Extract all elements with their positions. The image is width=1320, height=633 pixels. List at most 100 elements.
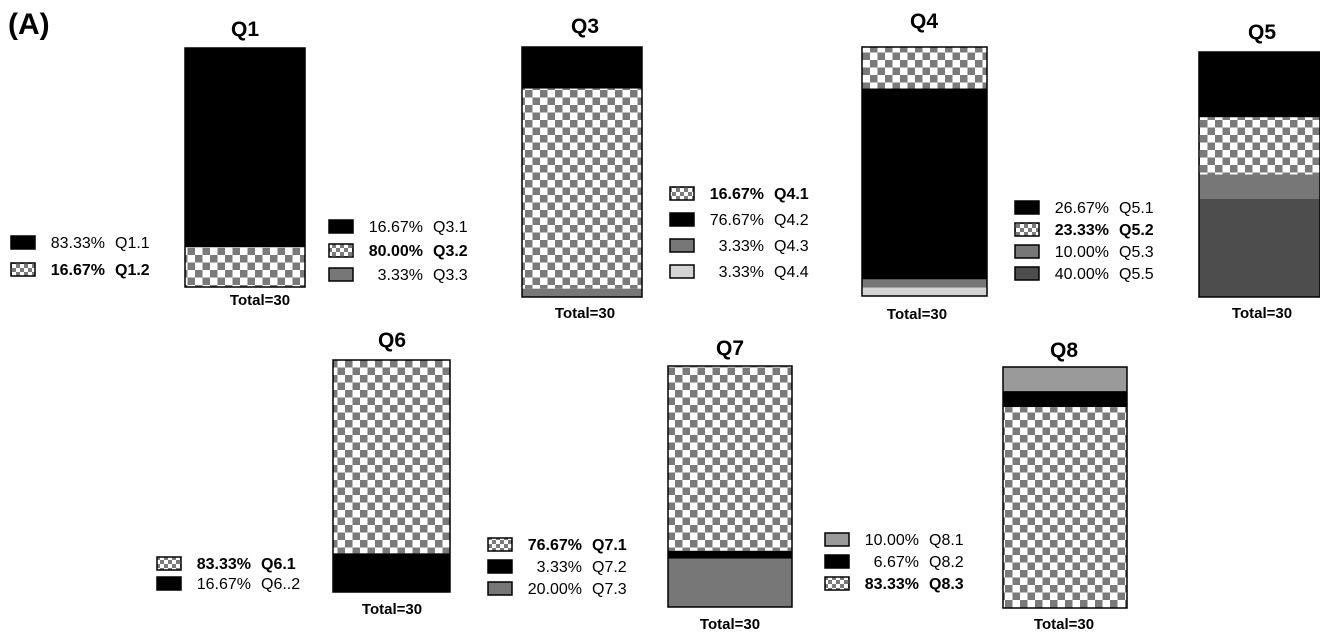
legend-percent: 80.00% [369, 243, 423, 260]
legend-swatch [1014, 244, 1040, 259]
legend-percent: 16.67% [197, 576, 251, 593]
bar-segment-q5-3 [1199, 174, 1320, 199]
legend-percent: 10.00% [865, 532, 919, 549]
legend-series-name: Q4.1 [774, 186, 809, 203]
legend-swatch [487, 581, 513, 596]
legend-swatch [1014, 222, 1040, 237]
legend-series-name: Q3.3 [433, 267, 468, 284]
bar-segment-q5-1 [1199, 52, 1320, 118]
total-label: Total=30 [230, 292, 290, 309]
legend-percent: 23.33% [1055, 222, 1109, 239]
bar-segment-q7-3 [668, 558, 792, 607]
bar-outline [184, 47, 306, 288]
chart-q3: Q3 Total=30 16.67% Q3.1 80.00% Q3.2 3.33% Q3.3 [328, 15, 643, 322]
legend-swatch [487, 537, 513, 552]
chart-q6: Q6 Total=30 83.33% Q6.1 16.67% Q6..2 [156, 329, 451, 618]
legend-series-name: Q4.3 [774, 238, 809, 255]
legend-swatch [10, 235, 36, 250]
legend-series-name: Q8.2 [929, 554, 964, 571]
legend-swatch [487, 559, 513, 574]
bar-segment-q4-4 [862, 287, 987, 296]
chart-q1: Q1 Total=30 83.33% Q1.1 16.67% Q1.2 [10, 18, 306, 309]
bar-segment-q7-1 [668, 366, 792, 551]
legend-series-name: Q8.1 [929, 532, 964, 549]
legend-series-name: Q1.2 [115, 262, 150, 279]
legend-swatch [669, 264, 695, 279]
bar-segment-q6-1 [333, 360, 450, 554]
legend-series-name: Q5.1 [1119, 200, 1154, 217]
chart-q8: Q8 Total=30 10.00% Q8.1 6.67% Q8.2 83.33% Q8.3 [824, 339, 1128, 633]
bar-segment-q3-3 [522, 288, 642, 297]
bar-segment-q5-5 [1199, 199, 1320, 297]
bar-outline [861, 46, 988, 297]
figure-panel-label: (A) [8, 8, 50, 41]
legend-swatch [669, 238, 695, 253]
bar-segment-q1-1 [185, 48, 305, 248]
chart-title: Q7 [716, 337, 744, 360]
legend-series-name: Q3.2 [433, 243, 468, 260]
legend-series-name: Q6..2 [261, 576, 300, 593]
chart-title: Q3 [571, 15, 599, 38]
legend-series-name: Q4.2 [774, 212, 809, 229]
chart-title: Q1 [231, 18, 259, 41]
bar-outline [1002, 366, 1128, 609]
legend-percent: 16.67% [51, 262, 105, 279]
bar-segment-q4-2 [862, 88, 987, 280]
legend-swatch [328, 243, 354, 258]
bar-segment-q7-2 [668, 550, 792, 559]
total-label: Total=30 [1232, 305, 1292, 322]
bar-segment-q4-3 [862, 279, 987, 288]
legend-series-name: Q5.2 [1119, 222, 1154, 239]
bar-segment-q3-1 [522, 47, 642, 89]
total-label: Total=30 [1034, 616, 1094, 633]
legend-series-name: Q8.3 [929, 576, 964, 593]
legend-percent: 16.67% [710, 186, 764, 203]
total-label: Total=30 [362, 601, 422, 618]
legend-series-name: Q3.1 [433, 219, 468, 236]
chart-q4: Q4 Total=30 16.67% Q4.1 76.67% Q4.2 3.33% Q4.3 3… [669, 10, 988, 323]
legend-swatch [824, 576, 850, 591]
bar-segment-q8-1 [1003, 367, 1127, 392]
legend-swatch [156, 556, 182, 571]
legend-percent: 3.33% [378, 267, 423, 284]
chart-q5: Q5 Total=30 26.67% Q5.1 23.33% Q5.2 10.00% Q5.3… [1014, 21, 1320, 322]
legend-swatch [824, 554, 850, 569]
legend-percent: 83.33% [51, 235, 105, 252]
chart-title: Q4 [910, 10, 938, 33]
legend-percent: 76.67% [528, 537, 582, 554]
legend-percent: 16.67% [369, 219, 423, 236]
legend-swatch [10, 262, 36, 277]
legend-percent: 3.33% [537, 559, 582, 576]
total-label: Total=30 [700, 616, 760, 633]
legend-series-name: Q6.1 [261, 556, 296, 573]
bar-outline [1198, 51, 1320, 298]
legend-series-name: Q1.1 [115, 235, 150, 252]
legend-percent: 26.67% [1055, 200, 1109, 217]
bar-segment-q6-2 [333, 553, 450, 592]
legend-series-name: Q5.5 [1119, 266, 1154, 283]
legend-swatch [328, 219, 354, 234]
legend-series-name: Q7.2 [592, 559, 627, 576]
bar-outline [667, 365, 793, 608]
bar-segment-q3-2 [522, 88, 642, 289]
bar-segment-q8-3 [1003, 407, 1127, 608]
legend-percent: 3.33% [719, 264, 764, 281]
legend-percent: 40.00% [1055, 266, 1109, 283]
bar-segment-q5-2 [1199, 117, 1320, 175]
legend-percent: 3.33% [719, 238, 764, 255]
legend-swatch [669, 186, 695, 201]
legend-percent: 10.00% [1055, 244, 1109, 261]
chart-title: Q6 [378, 329, 406, 352]
legend-series-name: Q4.4 [774, 264, 809, 281]
legend-percent: 20.00% [528, 581, 582, 598]
legend-percent: 76.67% [710, 212, 764, 229]
legend-percent: 6.67% [874, 554, 919, 571]
legend-swatch [824, 532, 850, 547]
chart-title: Q5 [1248, 21, 1276, 44]
legend-series-name: Q5.3 [1119, 244, 1154, 261]
bar-outline [332, 359, 451, 593]
total-label: Total=30 [555, 305, 615, 322]
legend-swatch [156, 576, 182, 591]
legend-swatch [1014, 200, 1040, 215]
